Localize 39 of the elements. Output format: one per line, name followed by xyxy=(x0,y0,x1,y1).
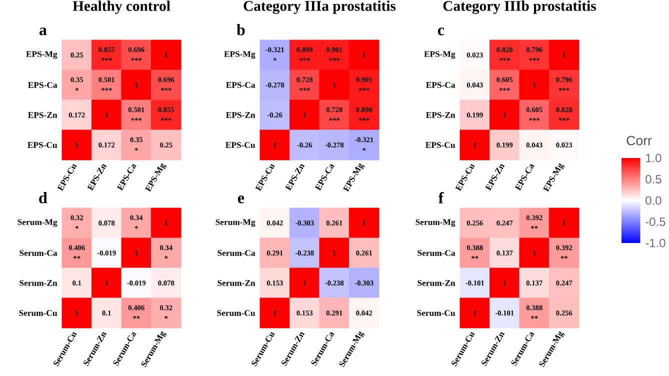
color-bar-label: -0.5 xyxy=(646,218,666,226)
y-tick-label: EPS-Cu xyxy=(28,142,58,148)
y-tick-label: Serum-Cu xyxy=(417,310,456,316)
chart-title: Category IIIb prostatitis xyxy=(443,0,596,14)
text: e xyxy=(238,196,244,204)
color-bar-label: 1.0 xyxy=(646,154,662,162)
y-tick-label: Serum-Cu xyxy=(217,310,256,316)
y-tick-label: Serum-Mg xyxy=(216,219,256,227)
y-tick-label: EPS-Ca xyxy=(226,82,256,88)
y-tick-label: EPS-Ca xyxy=(28,82,58,88)
y-tick-label: EPS-Ca xyxy=(426,82,456,88)
color-bar-label: -1.0 xyxy=(646,238,666,248)
y-tick-label: EPS-Zn xyxy=(426,112,456,118)
y-tick-label: Serum-Mg xyxy=(416,219,456,227)
y-tick-label: Serum-Cu xyxy=(19,310,58,316)
y-tick-label: Serum-Zn xyxy=(20,280,58,286)
color-bar-label: 0.0 xyxy=(646,196,662,205)
y-tick-label: EPS-Cu xyxy=(226,142,256,148)
y-tick-label: Serum-Mg xyxy=(18,219,58,227)
y-tick-label: EPS-Mg xyxy=(424,51,456,59)
y-tick-label: EPS-Zn xyxy=(28,112,58,118)
text: a xyxy=(39,28,47,36)
y-tick-label: EPS-Zn xyxy=(226,112,256,118)
y-tick-label: EPS-Cu xyxy=(426,142,456,148)
y-tick-label: EPS-Mg xyxy=(224,51,256,59)
text: b xyxy=(236,24,245,36)
y-tick-label: EPS-Mg xyxy=(26,51,58,59)
color-bar-title: Corr xyxy=(626,136,652,146)
chart-title: Category IIIa prostatitis xyxy=(244,0,396,14)
y-tick-label: Serum-Zn xyxy=(218,280,256,286)
y-tick-label: Serum-Ca xyxy=(418,250,456,256)
text: d xyxy=(39,192,48,204)
y-tick-label: Serum-Ca xyxy=(218,250,256,256)
text: f xyxy=(438,192,444,204)
y-tick-label: Serum-Zn xyxy=(418,280,456,286)
color-bar-label: 0.5 xyxy=(646,175,662,184)
chart-title: Healthy control xyxy=(72,0,170,14)
y-tick-label: Serum-Ca xyxy=(20,250,58,256)
text: c xyxy=(438,28,444,36)
